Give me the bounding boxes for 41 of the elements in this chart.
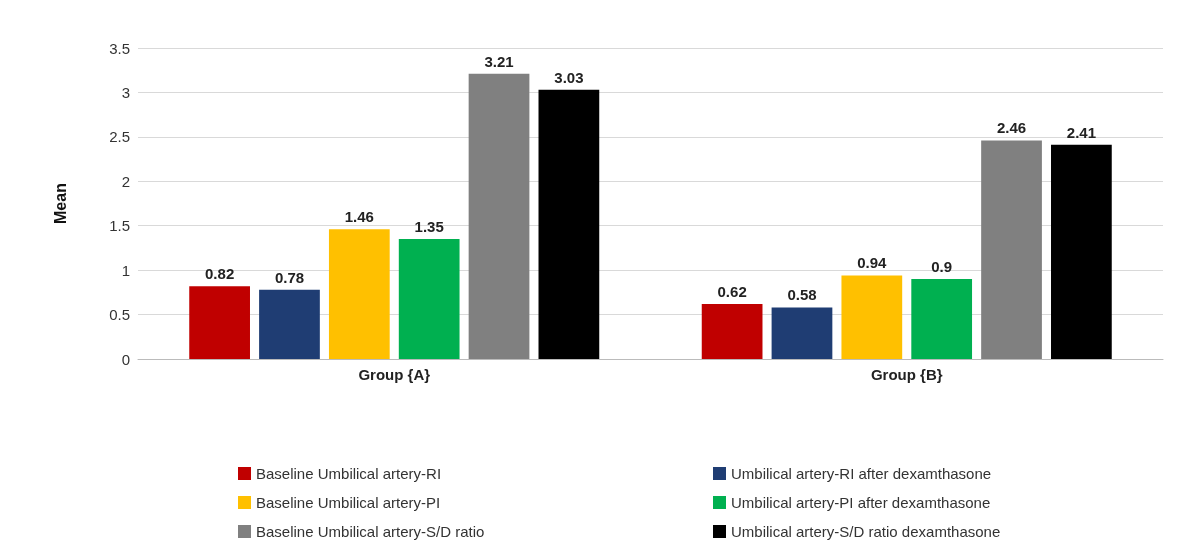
data-label: 1.46 bbox=[344, 208, 374, 226]
y-tick-label: 1 bbox=[121, 261, 130, 279]
bar bbox=[1051, 144, 1112, 359]
data-label: 0.94 bbox=[857, 254, 888, 272]
bar bbox=[771, 307, 833, 359]
y-tick-label: 3.5 bbox=[109, 39, 130, 57]
bar bbox=[398, 239, 460, 359]
y-tick-label: 3 bbox=[121, 83, 130, 101]
bar bbox=[328, 229, 390, 359]
y-tick-label: 0 bbox=[121, 350, 130, 368]
y-tick-label: 0.5 bbox=[109, 306, 130, 324]
data-label: 0.58 bbox=[787, 286, 817, 304]
legend-label: Baseline Umbilical artery-RI bbox=[256, 465, 442, 482]
data-label: 0.82 bbox=[205, 265, 235, 283]
x-tick-label: Group {B} bbox=[870, 366, 943, 383]
data-label: 0.62 bbox=[717, 282, 747, 300]
bar bbox=[911, 279, 973, 359]
legend-label: Baseline Umbilical artery-PI bbox=[256, 494, 441, 511]
bar bbox=[189, 286, 250, 359]
y-tick-label: 1.5 bbox=[109, 217, 130, 235]
legend-label: Umbilical artery-PI after dexamthasone bbox=[731, 494, 991, 511]
bar bbox=[468, 73, 530, 359]
bar bbox=[841, 275, 903, 359]
y-tick-label: 2 bbox=[121, 172, 130, 190]
bar bbox=[259, 289, 320, 359]
data-label: 1.35 bbox=[414, 218, 444, 236]
bar bbox=[981, 140, 1042, 359]
y-tick-label: 2.5 bbox=[109, 128, 130, 146]
x-tick-label: Group {A} bbox=[358, 366, 431, 383]
bar bbox=[701, 303, 763, 359]
data-label: 2.41 bbox=[1066, 123, 1096, 141]
data-label: 0.9 bbox=[931, 258, 953, 276]
legend-label: Baseline Umbilical artery-S/D ratio bbox=[256, 523, 485, 540]
legend-label: Umbilical artery-S/D ratio dexamthasone bbox=[731, 523, 1001, 540]
bar bbox=[538, 89, 600, 359]
data-label: 3.03 bbox=[554, 68, 584, 86]
data-label: 0.78 bbox=[274, 268, 305, 286]
y-axis-title: Mean bbox=[51, 183, 69, 224]
data-label: 3.21 bbox=[484, 52, 514, 70]
legend-label: Umbilical artery-RI after dexamthasone bbox=[731, 465, 992, 482]
data-label: 2.46 bbox=[996, 119, 1027, 137]
